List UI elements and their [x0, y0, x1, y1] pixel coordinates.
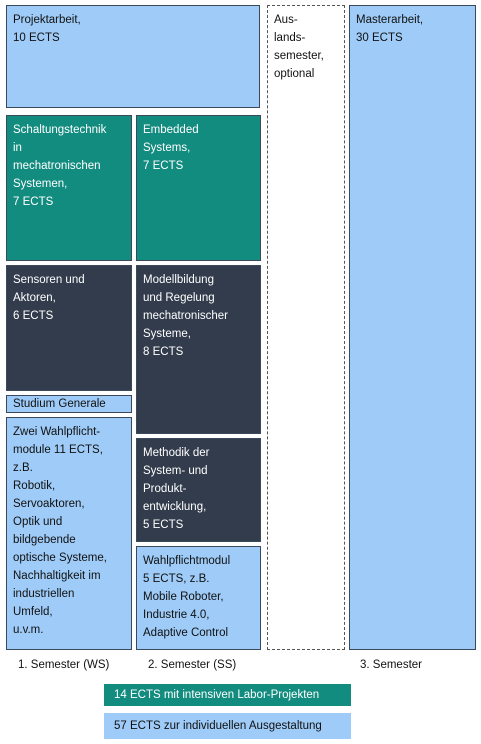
box-text: Mobile Roboter, [143, 591, 224, 603]
box-text: Wahlpflichtmodul [143, 555, 231, 567]
box-text: lands- [274, 32, 306, 44]
box-text: mechatronischer [143, 310, 229, 322]
box-text: Methodik der [143, 447, 210, 459]
module-box: Schaltungstechnik in mechatronischen System… [6, 115, 132, 261]
box-text: semester, [274, 50, 324, 62]
box-text: und Regelung [143, 292, 215, 304]
box-text: 8 ECTS [143, 346, 184, 358]
box-text: industriellen [13, 588, 75, 600]
box-text: Masterarbeit, [356, 14, 424, 26]
box-text: Adaptive Control [143, 627, 229, 639]
module-box: Wahlpflichtmodul 5 ECTS, z.B. Mobile Robot… [136, 546, 261, 650]
box-text: Robotik, [13, 480, 56, 492]
module-box: Zwei Wahlpflicht-module 11 ECTS, z.B. Robo… [6, 417, 132, 650]
box-text: Umfeld, [13, 606, 53, 618]
box-text: module 11 ECTS, [13, 444, 103, 456]
semester-label: 1. Semester (WS) [18, 659, 110, 671]
box-text: Projektarbeit, [13, 14, 81, 26]
box-text: Schaltungstechnik [13, 124, 107, 136]
semester-label: 2. Semester (SS) [148, 659, 237, 671]
module-box: Methodik der System- und Produkt-entwicklu… [136, 438, 261, 542]
box-text: Nachhaltigkeit im [13, 570, 101, 582]
box-text: z.B. [13, 462, 33, 474]
box-text: 6 ECTS [13, 310, 54, 322]
box-text: bildgebende [13, 534, 76, 546]
box-text: Systemen, [13, 178, 68, 190]
box-text: System- und [143, 465, 208, 477]
box-text: entwicklung, [143, 501, 207, 513]
legend-item: 14 ECTS mit intensiven Labor-Projekten [104, 684, 351, 706]
box-text: Aus- [274, 14, 298, 26]
box-text: Sensoren und [13, 274, 85, 286]
box-text: Modellbildung [143, 274, 214, 286]
box-text: Zwei Wahlpflicht- [13, 426, 101, 438]
box-text: Systems, [143, 142, 191, 154]
box-text: optional [274, 68, 315, 80]
box-text: Industrie 4.0, [143, 609, 210, 621]
box-text: 10 ECTS [13, 32, 60, 44]
box-text: 7 ECTS [143, 160, 184, 172]
box-text: 5 ECTS, z.B. [143, 573, 210, 585]
box-text: mechatronischen [13, 160, 101, 172]
module-box: Embedded Systems, 7 ECTS [136, 115, 261, 261]
module-box: Aus-lands-semester, optional [267, 5, 345, 650]
box-text: in [13, 142, 22, 154]
legend-item: 57 ECTS zur individuellen Ausgestaltung [104, 713, 351, 739]
box-text: Servoaktoren, [13, 498, 85, 510]
box-text: Optik und [13, 516, 63, 528]
box-text: Studium Generale [13, 398, 106, 410]
module-box: Projektarbeit, 10 ECTS [6, 5, 260, 108]
box-text: u.v.m. [13, 624, 44, 636]
box-text: Produkt- [143, 483, 187, 495]
module-box: Studium Generale [6, 395, 132, 413]
box-text: Aktoren, [13, 292, 56, 304]
semester-label: 3. Semester [360, 659, 422, 671]
box-text: Systeme, [143, 328, 191, 340]
box-text: Embedded [143, 124, 199, 136]
box-text: 5 ECTS [143, 519, 184, 531]
box-text: 30 ECTS [356, 32, 403, 44]
box-text: optische Systeme, [13, 552, 107, 564]
module-box: Sensoren und Aktoren, 6 ECTS [6, 265, 132, 391]
box-text: 7 ECTS [13, 196, 54, 208]
module-box: Modellbildung und Regelung mechatronischer… [136, 265, 261, 434]
module-box: Masterarbeit, 30 ECTS [349, 5, 476, 650]
